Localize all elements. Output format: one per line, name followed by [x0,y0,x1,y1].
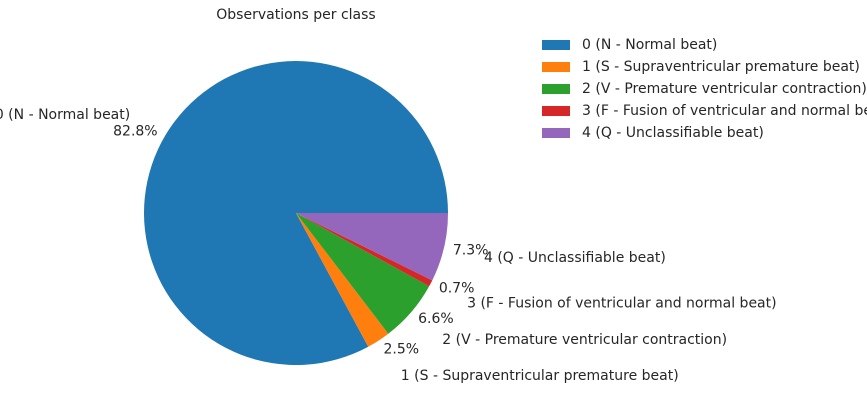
pie-percent-label: 7.3% [453,243,489,259]
pie-slice [296,213,433,287]
pie-slice [144,61,448,366]
pie-slice [296,213,430,334]
pie-slices [144,61,448,366]
legend-item: 2 (V - Premature ventricular contraction… [542,78,867,100]
legend-item: 0 (N - Normal beat) [542,34,867,56]
pie-category-label: 4 (Q - Unclassifiable beat) [484,250,666,266]
pie-slice [296,213,389,347]
pie-labels: 82.8%0 (N - Normal beat) 2.5% 1 (S - Supra… [0,107,777,384]
legend-label: 4 (Q - Unclassifiable beat) [582,125,764,141]
pie-percent-label: 0.7% [439,281,475,297]
legend-swatch [542,128,570,138]
legend: 0 (N - Normal beat) 1 (S - Supraventricu… [542,34,867,144]
legend-item: 4 (Q - Unclassifiable beat) [542,122,867,144]
legend-swatch [542,84,570,94]
legend-item: 3 (F - Fusion of ventricular and normal … [542,100,867,122]
chart-title: Observations per class [216,7,375,23]
pie-percent-label: 82.8% [113,123,157,139]
pie-category-label: 0 (N - Normal beat) [0,107,130,123]
pie-category-label: 1 (S - Supraventricular premature beat) [401,368,679,384]
pie-percent-label: 6.6% [418,311,454,327]
pie-percent-label: 2.5% [383,341,419,357]
legend-swatch [542,106,570,116]
legend-label: 3 (F - Fusion of ventricular and normal … [582,103,867,119]
legend-item: 1 (S - Supraventricular premature beat) [542,56,867,78]
pie-slice [296,213,448,281]
pie-category-label: 3 (F - Fusion of ventricular and normal … [467,295,776,311]
legend-label: 0 (N - Normal beat) [582,37,718,53]
legend-label: 1 (S - Supraventricular premature beat) [582,59,860,75]
legend-swatch [542,62,570,72]
legend-label: 2 (V - Premature ventricular contraction… [582,81,867,97]
legend-swatch [542,40,570,50]
pie-category-label: 2 (V - Premature ventricular contraction… [442,332,727,348]
